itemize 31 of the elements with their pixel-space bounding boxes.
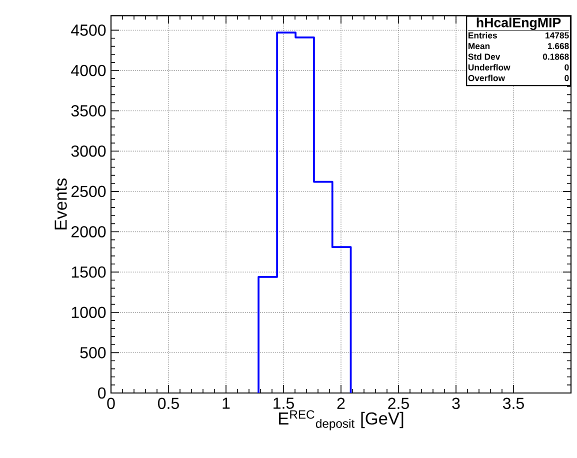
y-tick-label: 500 [80,347,106,358]
annotation: Overflow [468,74,506,82]
x-tick-label: 3 [452,398,460,410]
annotation: Mean [468,43,490,50]
y-tick-label: 0 [98,387,106,399]
x-tick-label: 0.5 [158,398,179,410]
x-tick-label: 1 [222,398,230,409]
annotation: hHcalEngMIP [476,18,561,30]
x-tick-label: 2 [337,398,345,409]
x-tick-label: 2.5 [388,398,409,410]
y-tick-label: 3500 [71,105,106,116]
y-tick-label: 4500 [71,24,106,36]
y-tick-label: 1500 [72,266,106,278]
x-axis-title: E$^{REC}$$_{deposit}$ [GeV] [279,410,404,430]
annotation: 0 [564,75,569,82]
y-tick-label: 4000 [71,64,106,76]
annotation: 0.1868 [542,54,569,60]
y-tick-label: 1000 [72,306,106,318]
x-tick-label: 3.5 [502,398,524,410]
annotation: 14785 [546,32,569,38]
x-tick-label: 0 [107,398,115,410]
annotation: Entries [468,32,497,38]
x-tick-label: 1.5 [274,398,294,409]
annotation: Std Dev [468,53,500,60]
annotation: 0 [564,64,569,70]
y-tick-label: 3000 [71,145,106,157]
y-tick-label: 2500 [71,186,106,198]
annotation: 1.668 [548,43,569,50]
y-axis-title: Events [54,178,67,230]
annotation: Underflow [468,64,510,70]
y-tick-label: 2000 [71,226,106,238]
